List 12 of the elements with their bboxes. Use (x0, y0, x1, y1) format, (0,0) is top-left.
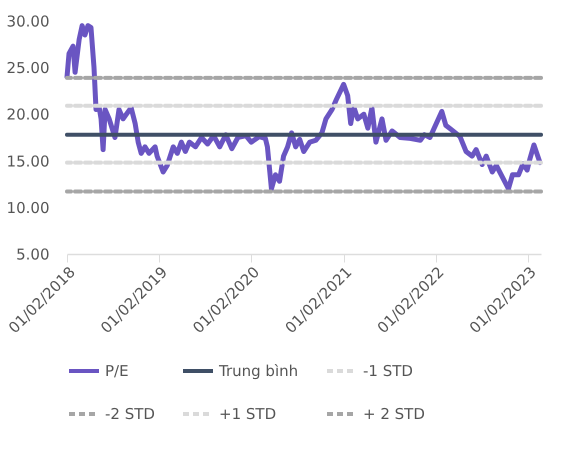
legend-label: +1 STD (219, 405, 276, 423)
legend-label: -2 STD (105, 405, 155, 423)
legend-label: P/E (105, 362, 129, 380)
y-tick-label: 15.00 (6, 152, 50, 170)
y-tick-label: 20.00 (6, 106, 50, 124)
legend-label: + 2 STD (363, 405, 425, 423)
y-tick-label: 25.00 (6, 59, 50, 78)
y-tick-label: 5.00 (16, 246, 50, 264)
legend-label: Trung bình (218, 362, 298, 380)
legend-label: -1 STD (363, 362, 413, 380)
y-tick-label: 30.00 (6, 12, 50, 30)
y-tick-label: 10.00 (6, 198, 50, 217)
